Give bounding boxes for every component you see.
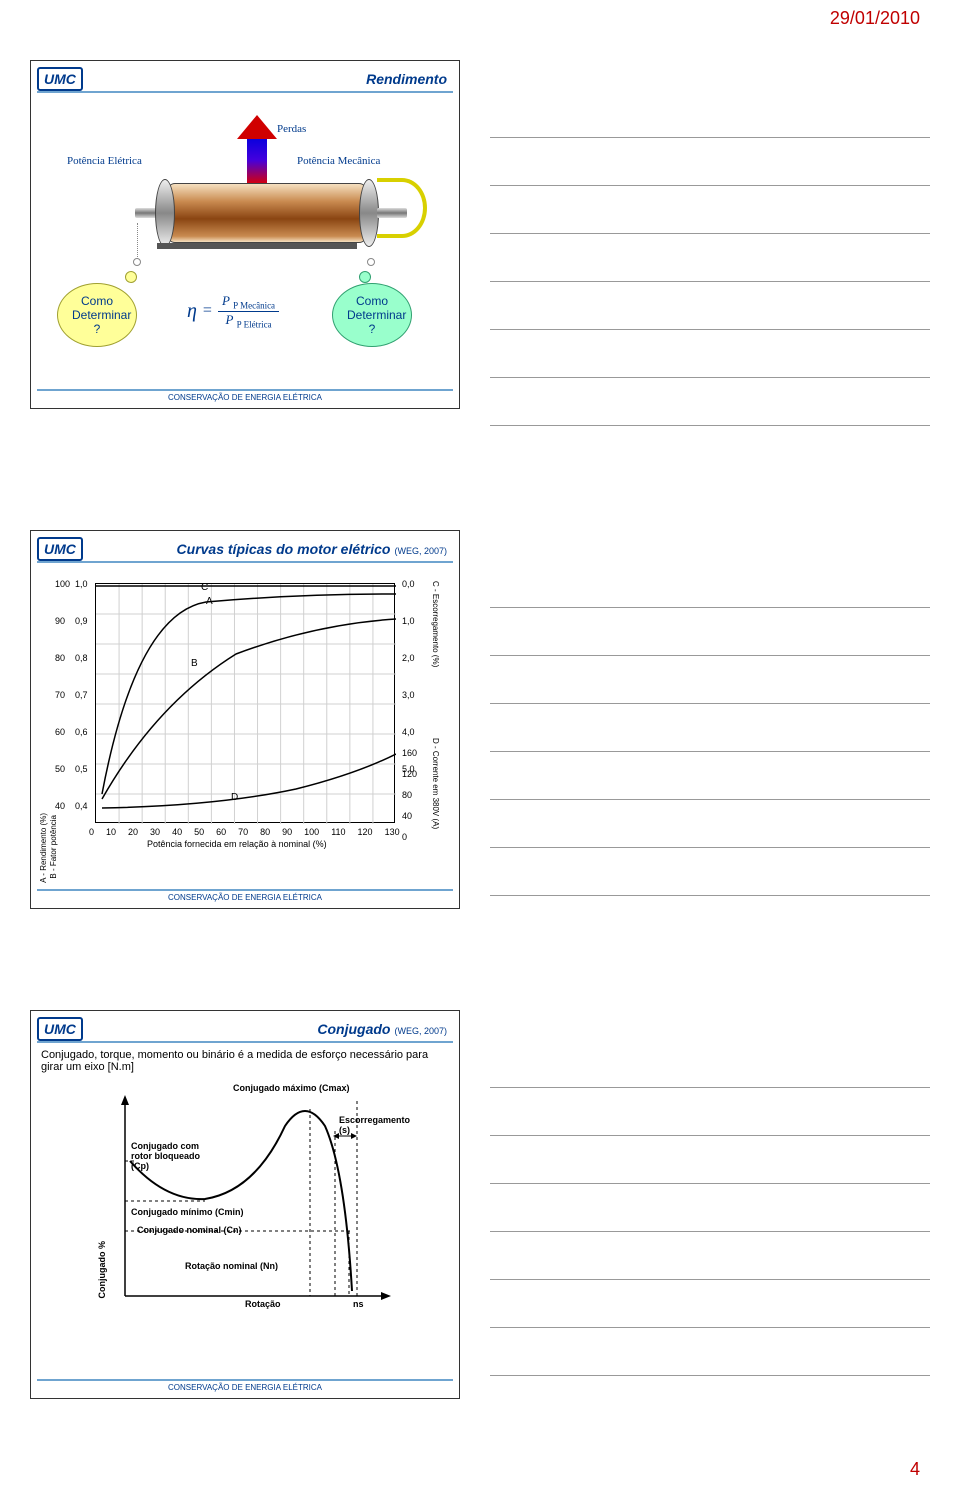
ylabel-conjugado: Conjugado % xyxy=(97,1241,107,1299)
page-date: 29/01/2010 xyxy=(830,8,920,29)
notes-area-3 xyxy=(490,1010,930,1399)
motor-endcap xyxy=(359,179,379,247)
slide-curvas: UMC Curvas típicas do motor elétrico(WEG… xyxy=(30,530,460,909)
y-axis-rend: 100908070605040 xyxy=(55,579,70,811)
slide-footer: CONSERVAÇÃO DE ENERGIA ELÉTRICA xyxy=(37,389,453,402)
efficiency-formula: η = P P Mecânica P P Elétrica xyxy=(187,293,279,329)
x-axis-ticks: 0102030405060708090100110120130 xyxy=(89,827,400,837)
motor-endcap xyxy=(155,179,175,247)
curve-label-d: D xyxy=(231,792,238,803)
label-escorregamento: Escorregamento (s) xyxy=(339,1115,415,1135)
motor-base xyxy=(157,243,357,249)
cloud-question-left: Como Determinar ? xyxy=(57,283,137,347)
label-nn: Rotação nominal (Nn) xyxy=(185,1261,278,1271)
ylabel-b: B - Fator potência xyxy=(49,815,58,879)
label-cp: Conjugado com rotor bloqueado (Cp) xyxy=(131,1141,211,1171)
y-axis-corrente: 16012080400 xyxy=(402,748,417,842)
rotation-arrow-icon xyxy=(377,178,427,238)
loss-arrow-icon xyxy=(237,115,277,175)
slide2-title: Curvas típicas do motor elétrico(WEG, 20… xyxy=(91,541,453,557)
umc-logo: UMC xyxy=(37,1017,83,1041)
slide-conjugado: UMC Conjugado(WEG, 2007) Conjugado, torq… xyxy=(30,1010,460,1399)
label-potencia-eletrica: Potência Elétrica xyxy=(67,155,142,167)
cloud-question-right: Como Determinar ? xyxy=(332,283,412,347)
y-axis-fp: 1,00,90,80,70,60,50,4 xyxy=(75,579,88,811)
ylabel-a: A - Rendimento (%) xyxy=(39,813,48,883)
x-axis-label: Potência fornecida em relação à nominal … xyxy=(147,839,327,849)
curve-label-b: B xyxy=(191,658,198,669)
slide1-title: Rendimento xyxy=(91,71,453,87)
label-cn: Conjugado nominal (Cn) xyxy=(137,1225,241,1235)
page-number: 4 xyxy=(910,1459,920,1480)
motor-curves-chart: C A B D xyxy=(95,583,395,823)
label-perdas: Perdas xyxy=(277,123,306,135)
ylabel-d: D - Corrente em 380V (A) xyxy=(431,738,440,829)
notes-area-1 xyxy=(490,60,930,426)
conjugado-definition: Conjugado, torque, momento ou binário é … xyxy=(37,1043,453,1077)
curve-label-a: A xyxy=(206,596,213,607)
label-cmin: Conjugado mínimo (Cmin) xyxy=(131,1207,244,1217)
umc-logo: UMC xyxy=(37,67,83,91)
umc-logo: UMC xyxy=(37,537,83,561)
label-cmax: Conjugado máximo (Cmax) xyxy=(233,1083,350,1093)
slide3-title: Conjugado(WEG, 2007) xyxy=(91,1021,453,1037)
xlabel-rotacao: Rotação xyxy=(245,1299,281,1309)
label-potencia-mecanica: Potência Mecânica xyxy=(297,155,380,167)
notes-area-2 xyxy=(490,530,930,909)
motor-body xyxy=(167,183,367,243)
ylabel-c: C - Escorregamento (%) xyxy=(431,581,440,667)
slide-rendimento: UMC Rendimento Potência Elétrica Perdas … xyxy=(30,60,460,409)
slide-footer: CONSERVAÇÃO DE ENERGIA ELÉTRICA xyxy=(37,1379,453,1392)
label-ns: ns xyxy=(353,1299,364,1309)
slide-footer: CONSERVAÇÃO DE ENERGIA ELÉTRICA xyxy=(37,889,453,902)
torque-curve-chart: Conjugado máximo (Cmax) Escorregamento (… xyxy=(75,1081,415,1331)
y-axis-escorr: 0,01,02,03,04,05,0 xyxy=(402,579,415,774)
curve-label-c: C xyxy=(201,582,208,593)
